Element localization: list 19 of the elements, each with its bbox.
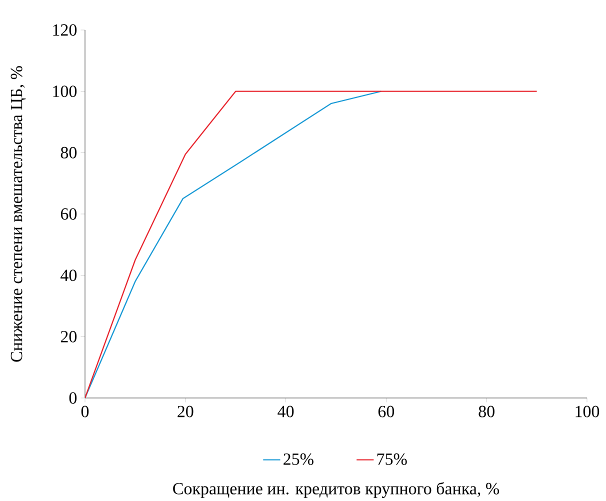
line-series (85, 90, 382, 398)
y-tick-label: 60 (60, 208, 77, 220)
x-tick-label: 60 (378, 406, 394, 418)
y-tick-label: 20 (60, 330, 77, 342)
legend-label: 75% (377, 453, 407, 465)
y-tick-label: 40 (60, 270, 77, 282)
y-tick-label: 100 (53, 86, 77, 98)
legend-label: 25% (284, 453, 314, 465)
x-tick-label: 0 (81, 406, 89, 418)
y-axis-title: Снижение степени вмешательства ЦБ, % (10, 66, 26, 362)
y-tick-label: 120 (53, 24, 77, 36)
y-tick-label: 80 (60, 146, 77, 158)
x-tick-label: 80 (478, 406, 494, 418)
x-axis-title: Сокращение ин. кредитов крупного банка, % (173, 482, 500, 498)
x-tick-label: 40 (278, 406, 294, 418)
line-series (85, 90, 538, 398)
y-tick-label: 0 (69, 392, 77, 404)
x-tick-label: 20 (178, 406, 194, 418)
x-tick-label: 100 (576, 406, 600, 418)
